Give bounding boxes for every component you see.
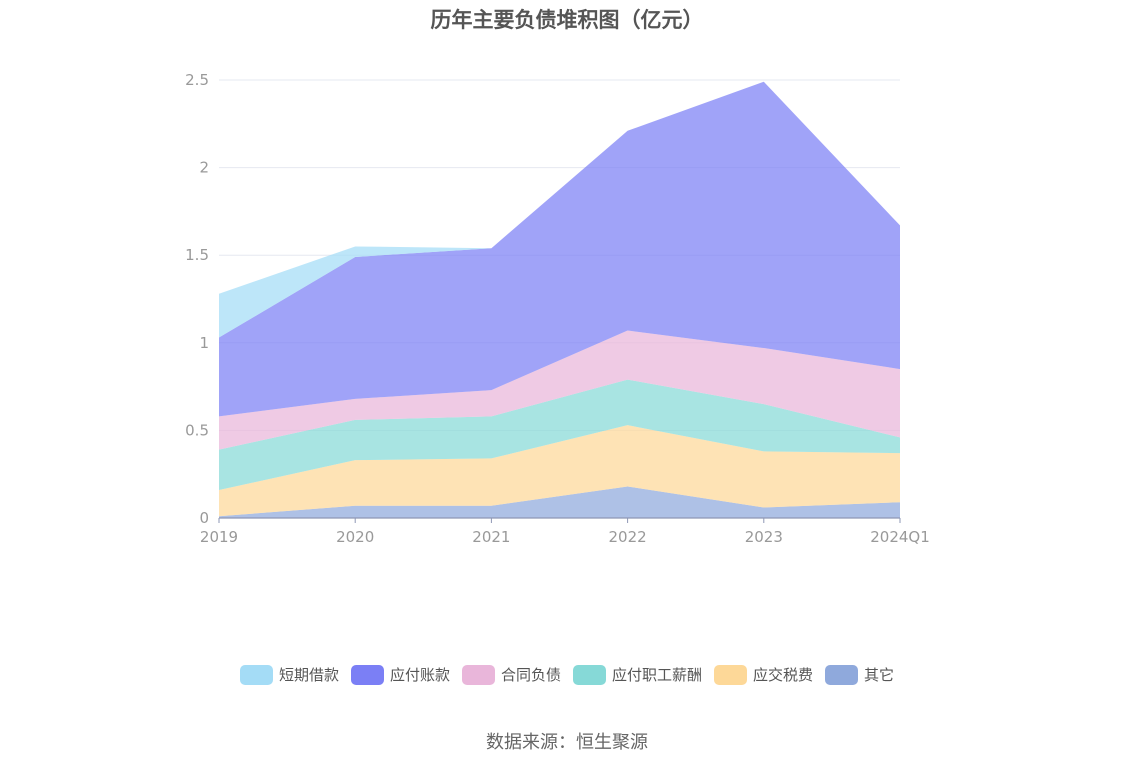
x-tick-label: 2019	[200, 528, 238, 546]
legend-item[interactable]: 应付职工薪酬	[573, 664, 702, 685]
legend-swatch	[573, 664, 606, 685]
y-tick-label: 1	[199, 334, 209, 352]
y-tick-label: 1.5	[185, 246, 209, 264]
chart-title: 历年主要负债堆积图（亿元）	[430, 8, 704, 32]
area-series-4	[219, 81, 900, 417]
legend-label: 应交税费	[753, 666, 814, 684]
legend-item[interactable]: 应交税费	[714, 664, 813, 685]
legend-item[interactable]: 其它	[825, 664, 894, 685]
x-tick-label: 2020	[336, 528, 374, 546]
source-note: 数据来源：恒生聚源	[486, 732, 648, 753]
legend-item[interactable]: 合同负债	[461, 664, 561, 685]
legend-swatch	[239, 664, 273, 685]
area-series-1	[219, 425, 900, 517]
y-tick-label: 2	[199, 159, 209, 177]
y-tick-label: 0	[199, 509, 209, 527]
legend: 短期借款 应付账款 合同负债 应付职工薪酬 应交税费 其它	[0, 664, 1134, 685]
area-series-3	[219, 330, 900, 450]
x-tick-label: 2021	[472, 528, 510, 546]
y-tick-label: 2.5	[185, 71, 209, 89]
legend-item[interactable]: 短期借款	[239, 664, 339, 685]
x-tick-label: 2023	[745, 528, 783, 546]
legend-label: 其它	[864, 666, 895, 684]
x-tick-label: 2024Q1	[870, 528, 930, 546]
legend-label: 应付账款	[389, 666, 450, 684]
area-series	[219, 81, 900, 518]
legend-swatch	[350, 664, 384, 685]
legend-label: 短期借款	[278, 666, 339, 684]
legend-swatch	[461, 664, 495, 685]
legend-item[interactable]: 应付账款	[350, 664, 450, 685]
y-tick-label: 0.5	[185, 421, 209, 439]
legend-label: 合同负债	[500, 666, 561, 684]
legend-label: 应付职工薪酬	[612, 666, 703, 684]
legend-swatch	[825, 664, 859, 685]
legend-swatch	[714, 664, 748, 685]
x-tick-label: 2022	[609, 528, 647, 546]
area-series-2	[219, 379, 900, 490]
axes: 0 0.5 1 1.5 2 2.5 2019 2020 2021 2022 2023 2024Q1	[185, 71, 930, 546]
area-series-0	[219, 486, 900, 518]
